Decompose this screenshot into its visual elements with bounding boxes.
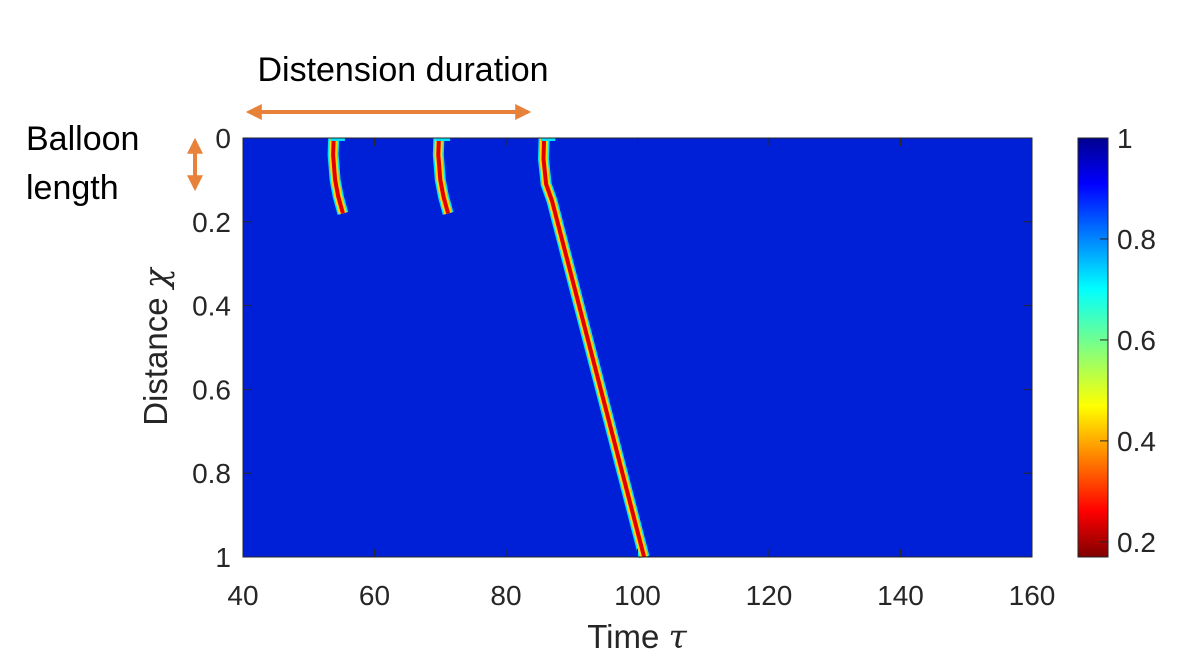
x-tick-label: 40 <box>227 580 258 611</box>
pulse-1-core <box>331 137 345 214</box>
colorbar-tick-label: 1 <box>1117 123 1133 154</box>
wave-core <box>541 137 647 558</box>
pulse-1-tip <box>330 138 345 141</box>
colorbar <box>1077 137 1109 558</box>
y-tick-label: 0 <box>215 123 231 154</box>
x-tick-label: 160 <box>1009 580 1056 611</box>
distension-duration-label: Distension duration <box>257 51 548 89</box>
pulse-2-tip <box>435 138 451 141</box>
y-tick-label: 0.4 <box>192 291 231 322</box>
wave-tip <box>540 138 556 141</box>
x-tick-label: 120 <box>746 580 793 611</box>
plot-area <box>243 138 1032 557</box>
balloon-length-label-line1: Balloon <box>26 120 139 158</box>
colorbar-tick-label: 0.6 <box>1117 325 1156 356</box>
x-axis-label: Time τ <box>587 617 687 656</box>
colorbar-tick-label: 0.2 <box>1117 527 1156 558</box>
y-axis-label: Distance χ <box>136 266 175 426</box>
x-tick-label: 140 <box>877 580 924 611</box>
heatmap-features <box>327 137 650 559</box>
y-axis-ticks: 0 0.2 0.4 0.6 0.8 1 <box>192 123 1032 573</box>
y-tick-label: 0.8 <box>192 458 231 489</box>
pulse-2-core <box>436 137 451 214</box>
y-tick-label: 0.6 <box>192 374 231 405</box>
colorbar-tick-label: 0.8 <box>1117 224 1156 255</box>
colorbar-tick-label: 0.4 <box>1117 426 1156 457</box>
y-tick-label: 1 <box>215 542 231 573</box>
x-axis-ticks: 40 60 80 100 120 140 160 <box>227 138 1055 611</box>
x-tick-label: 100 <box>614 580 661 611</box>
y-tick-label: 0.2 <box>192 207 231 238</box>
balloon-length-label-line2: length <box>26 169 119 207</box>
colorbar-ticks: 0.2 0.4 0.6 0.8 1 <box>1100 123 1156 558</box>
x-tick-label: 80 <box>490 580 521 611</box>
x-tick-label: 60 <box>359 580 390 611</box>
